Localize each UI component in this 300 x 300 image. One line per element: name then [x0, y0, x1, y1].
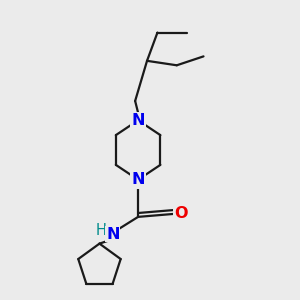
Text: N: N [131, 172, 145, 187]
Text: H: H [95, 223, 106, 238]
Text: N: N [106, 226, 120, 242]
Text: N: N [131, 113, 145, 128]
Text: O: O [175, 206, 188, 221]
